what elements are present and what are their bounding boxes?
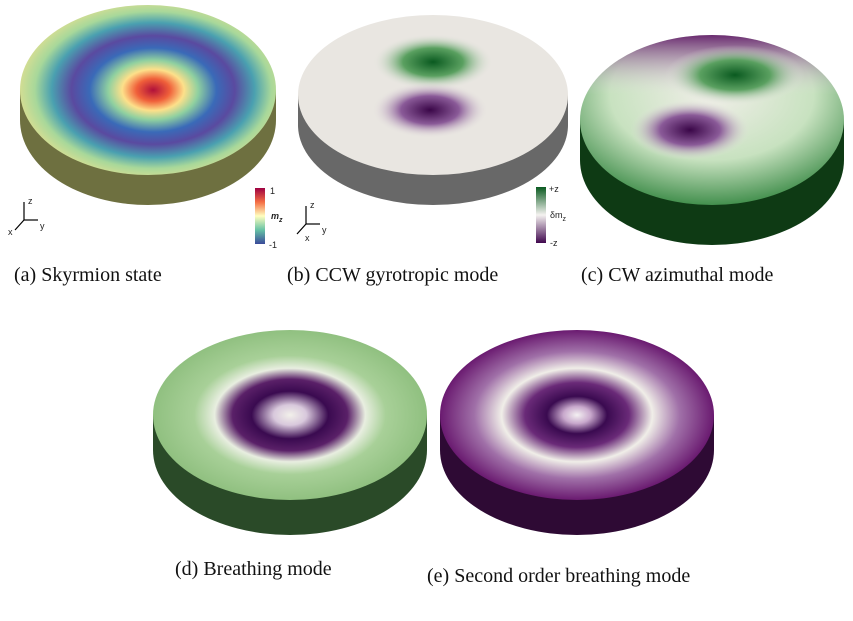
caption: (b) CCW gyrotropic mode (287, 264, 499, 286)
colorbar-label: δmz (550, 210, 567, 223)
caption: (e) Second order breathing mode (427, 565, 691, 587)
colorbar-max: +z (549, 184, 559, 194)
axis-label: x (8, 227, 13, 237)
colorbar (255, 188, 265, 244)
disk-b (298, 15, 568, 205)
colorbar-label: mz (271, 211, 283, 224)
colorbar-max: 1 (270, 186, 275, 196)
axis-label: x (305, 233, 310, 243)
disk-c (580, 35, 844, 245)
axes-triad (14, 202, 38, 231)
caption: (d) Breathing mode (175, 558, 332, 580)
disk-d (153, 330, 427, 535)
axes-triad (296, 206, 320, 235)
disk-a (20, 5, 276, 205)
caption: (a) Skyrmion state (14, 264, 162, 286)
disk-e (440, 330, 714, 535)
colorbar (536, 187, 546, 243)
axis-label: y (322, 225, 327, 235)
axis-label: z (310, 200, 315, 210)
axis-label: y (40, 221, 45, 231)
axis-label: z (28, 196, 33, 206)
colorbar-min: -1 (269, 240, 277, 250)
caption: (c) CW azimuthal mode (581, 264, 774, 286)
colorbar-min: -z (550, 238, 558, 248)
